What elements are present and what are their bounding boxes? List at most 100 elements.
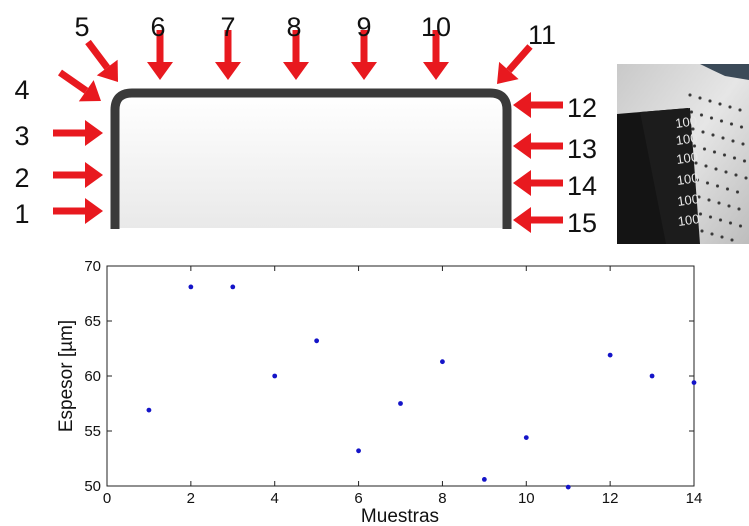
y-axis-label: Espesor [µm]	[56, 320, 77, 432]
position-label-13: 13	[567, 134, 597, 164]
cable	[700, 64, 749, 80]
y-tick-label: 50	[84, 478, 101, 495]
arrow-head	[351, 62, 377, 80]
arrow-head	[85, 198, 103, 224]
arrow-5: 5	[74, 12, 118, 82]
photo-marker-text: 100	[675, 130, 699, 148]
photo-marker-text: 100	[676, 191, 700, 209]
arrow-2: 2	[14, 162, 103, 193]
arrow-1: 1	[14, 198, 103, 229]
photo-marker-text: 100	[675, 149, 699, 167]
position-label-2: 2	[14, 163, 29, 193]
breadboard-hole	[709, 116, 714, 120]
arrow-head	[513, 133, 531, 159]
position-label-15: 15	[567, 208, 597, 238]
breadboard-hole	[727, 204, 731, 208]
position-label-7: 7	[220, 12, 235, 42]
position-label-14: 14	[567, 171, 597, 201]
breadboard-hole	[702, 147, 707, 151]
arrow-12: 12	[513, 92, 597, 123]
arrow-head	[85, 120, 103, 146]
position-label-1: 1	[14, 199, 29, 229]
breadboard-hole	[734, 173, 738, 177]
breadboard-hole	[698, 96, 702, 100]
breadboard-hole	[705, 181, 710, 185]
arrow-15: 15	[513, 207, 597, 238]
data-points	[146, 284, 697, 490]
dark-sheet-edge	[640, 108, 700, 244]
data-point	[481, 477, 487, 482]
position-label-6: 6	[150, 12, 165, 42]
arrow-head	[96, 59, 118, 82]
data-point	[440, 359, 445, 365]
arrow-13: 13	[513, 133, 597, 164]
breadboard-hole	[737, 207, 741, 211]
breadboard-hole	[741, 142, 745, 146]
position-label-10: 10	[421, 12, 451, 42]
position-label-5: 5	[74, 12, 89, 42]
breadboard-hole	[697, 195, 701, 199]
arrow-head	[423, 62, 449, 80]
breadboard-hole	[689, 110, 694, 114]
position-label-4: 4	[14, 75, 29, 105]
x-tick-label: 6	[354, 490, 362, 507]
arrow-head	[78, 80, 101, 102]
breadboard-hole	[695, 178, 700, 182]
data-point	[649, 373, 655, 379]
x-tick-label: 14	[686, 490, 703, 507]
arrow-shaft	[506, 44, 533, 73]
breadboard-hole	[699, 113, 704, 117]
arrow-6: 6	[147, 12, 173, 80]
breadboard-hole	[725, 187, 730, 191]
data-point	[188, 284, 194, 290]
breadboard-hole	[708, 99, 712, 103]
arrow-head	[215, 62, 241, 80]
position-label-3: 3	[14, 121, 29, 151]
arrow-shaft	[85, 39, 110, 70]
arrow-8: 8	[283, 12, 309, 80]
arrow-14: 14	[513, 170, 597, 201]
data-point	[523, 435, 529, 440]
breadboard-hole	[711, 133, 715, 137]
breadboard-hole	[744, 176, 748, 180]
y-axis-ticks: 50 55 60 65 70	[84, 258, 694, 495]
breadboard-hole	[718, 102, 722, 106]
breadboard-hole	[722, 153, 727, 157]
data-point	[230, 284, 236, 290]
breadboard-hole	[719, 119, 724, 123]
y-tick-label: 65	[84, 313, 101, 330]
breadboard-hole	[732, 156, 737, 160]
breadboard-hole	[710, 232, 714, 236]
data-point	[691, 380, 697, 385]
arrow-shaft	[58, 69, 89, 94]
arrow-10: 10	[421, 12, 451, 80]
breadboard-hole	[730, 238, 734, 242]
scatter-chart: 0 2 4 6 8 10 12 14 50 55 60 65 70 Muestras Espesor …	[56, 258, 702, 526]
y-tick-label: 70	[84, 258, 101, 275]
breadboard-hole	[724, 170, 728, 174]
breadboard-hole	[738, 108, 742, 112]
data-point	[356, 448, 361, 454]
position-label-9: 9	[356, 12, 371, 42]
data-point	[565, 484, 571, 490]
profile-outline	[110, 88, 512, 229]
data-point	[607, 352, 613, 358]
x-tick-label: 4	[271, 490, 279, 507]
breadboard-holes	[688, 93, 748, 242]
x-tick-label: 0	[103, 490, 111, 507]
breadboard-hole	[728, 221, 733, 225]
x-axis-label: Muestras	[361, 506, 439, 526]
breadboard-hole	[728, 105, 732, 109]
breadboard-hole	[698, 212, 703, 216]
breadboard-hole	[718, 218, 723, 222]
breadboard-hole	[694, 161, 698, 165]
x-tick-label: 2	[187, 490, 195, 507]
breadboard-hole	[707, 198, 711, 202]
photo-marker-text: 100	[676, 170, 700, 188]
data-point	[314, 338, 320, 344]
arrow-head	[513, 170, 531, 196]
breadboard-hole	[712, 150, 717, 154]
